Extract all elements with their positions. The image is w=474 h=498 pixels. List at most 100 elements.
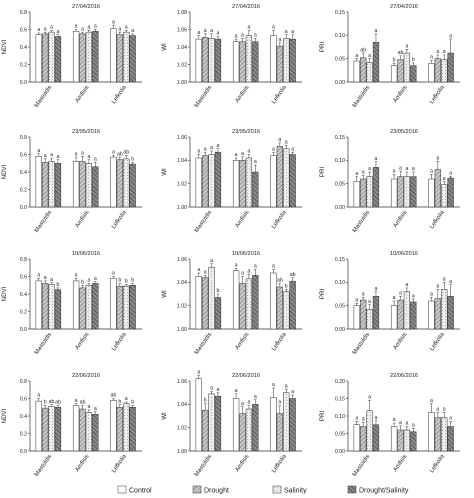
bar-drought-salinity bbox=[410, 431, 417, 452]
significance-letter: a bbox=[125, 396, 128, 402]
significance-letter: a bbox=[362, 291, 365, 297]
legend-swatch-drought-salinity bbox=[347, 485, 357, 494]
y-tick-label: 0.15 bbox=[335, 10, 345, 16]
x-tick-label: Mastoidis bbox=[34, 332, 53, 356]
significance-letter: a bbox=[50, 152, 53, 158]
bar-drought-salinity bbox=[252, 404, 259, 452]
significance-letter: a bbox=[197, 30, 200, 36]
significance-letter: ab bbox=[111, 393, 117, 399]
y-tick-label: 0.10 bbox=[335, 414, 345, 420]
x-tick-label: Mastoidis bbox=[194, 332, 213, 356]
significance-letter: a bbox=[272, 25, 275, 31]
significance-letter: a bbox=[399, 420, 402, 426]
significance-letter: a bbox=[399, 291, 402, 297]
significance-letter: b bbox=[57, 282, 60, 288]
bar-drought-salinity bbox=[214, 395, 222, 452]
significance-letter: a bbox=[393, 417, 396, 423]
chart-title: 22/06/2016 bbox=[390, 373, 418, 379]
significance-letter: a bbox=[405, 282, 408, 288]
bar-control bbox=[72, 280, 80, 330]
legend-item: Drought/Salinity bbox=[347, 485, 409, 495]
x-tick-label: Lefkolia bbox=[111, 209, 128, 230]
significance-letter: a bbox=[291, 389, 294, 395]
bar-salinity bbox=[283, 392, 290, 452]
significance-letter: a bbox=[241, 401, 244, 407]
y-tick-label: 0.0 bbox=[20, 80, 27, 86]
chart-title: 27/04/2016 bbox=[390, 4, 418, 10]
significance-letter: b bbox=[131, 400, 134, 406]
significance-letter: a bbox=[399, 165, 402, 171]
legend-label: Drought/Salinity bbox=[359, 488, 409, 495]
bar-salinity bbox=[366, 309, 373, 330]
bar-drought-salinity bbox=[372, 42, 380, 83]
significance-letter: a bbox=[94, 406, 97, 412]
significance-letter: a bbox=[235, 33, 238, 39]
bar-salinity bbox=[48, 31, 55, 83]
chart-title: 23/05/2016 bbox=[232, 129, 260, 135]
significance-letter: a bbox=[368, 53, 371, 59]
bar-control bbox=[353, 60, 360, 83]
bar-control bbox=[195, 38, 202, 83]
significance-letter: a bbox=[443, 176, 446, 182]
bar-control bbox=[270, 397, 277, 452]
bar-drought bbox=[116, 285, 123, 330]
bar-drought-salinity bbox=[129, 163, 136, 208]
significance-letter: a bbox=[449, 415, 452, 421]
y-axis-label: PRI bbox=[319, 289, 326, 300]
bar-drought-salinity bbox=[289, 38, 296, 83]
x-tick-label: Lefkolia bbox=[271, 331, 288, 352]
bar-drought-salinity bbox=[447, 296, 454, 330]
y-tick-label: 0.05 bbox=[335, 431, 345, 437]
chart-title: 22/06/2016 bbox=[232, 373, 260, 379]
bar-drought bbox=[360, 178, 367, 208]
bar-salinity bbox=[208, 38, 215, 83]
x-tick-label: Amfisis bbox=[393, 332, 409, 351]
legend-item: Drought bbox=[192, 485, 229, 495]
significance-letter: a bbox=[81, 26, 84, 32]
significance-letter: a bbox=[436, 407, 439, 413]
bar-drought-salinity bbox=[410, 176, 417, 208]
bar-drought bbox=[116, 159, 123, 208]
y-tick-label: 1.06 bbox=[177, 135, 187, 141]
y-tick-label: 1.02 bbox=[177, 181, 187, 187]
significance-letter: ab bbox=[80, 400, 86, 406]
legend-label: Drought bbox=[204, 488, 229, 495]
legend-swatch-salinity bbox=[272, 485, 282, 494]
bar-salinity bbox=[48, 161, 55, 208]
y-tick-label: 1.06 bbox=[177, 257, 187, 263]
bar-control bbox=[390, 178, 398, 208]
bar-drought bbox=[202, 409, 209, 452]
significance-letter: a bbox=[449, 170, 452, 176]
significance-letter: a bbox=[131, 28, 134, 34]
bar-control bbox=[72, 161, 80, 208]
y-axis-label: WI bbox=[161, 290, 168, 298]
significance-letter: a bbox=[247, 268, 250, 274]
significance-letter: a bbox=[393, 169, 396, 175]
significance-letter: a bbox=[436, 49, 439, 55]
significance-letter: a bbox=[37, 272, 40, 278]
bar-salinity bbox=[283, 148, 290, 208]
significance-letter: a bbox=[247, 25, 250, 31]
bar-drought bbox=[79, 287, 86, 330]
x-tick-label: Mastoidis bbox=[34, 210, 53, 234]
significance-letter: a bbox=[37, 393, 40, 399]
significance-letter: a bbox=[430, 398, 433, 404]
y-tick-label: 1.04 bbox=[177, 280, 187, 286]
significance-letter: a bbox=[355, 171, 358, 177]
x-tick-label: Lefkolia bbox=[111, 453, 128, 474]
significance-letter: a bbox=[197, 267, 200, 273]
bar-drought bbox=[239, 41, 246, 83]
significance-letter: ab bbox=[277, 278, 283, 284]
bar-salinity bbox=[366, 62, 373, 83]
y-tick-label: 0.4 bbox=[20, 292, 27, 298]
y-tick-label: 0.6 bbox=[20, 274, 27, 280]
significance-letter: a bbox=[241, 32, 244, 38]
significance-letter: a bbox=[57, 154, 60, 160]
chart-title: 27/04/2016 bbox=[72, 4, 100, 10]
bar-drought bbox=[397, 176, 404, 208]
x-tick-label: Lefkolia bbox=[429, 453, 446, 474]
significance-letter: a bbox=[272, 146, 275, 152]
bar-drought bbox=[276, 146, 283, 208]
bar-drought-salinity bbox=[372, 296, 380, 330]
